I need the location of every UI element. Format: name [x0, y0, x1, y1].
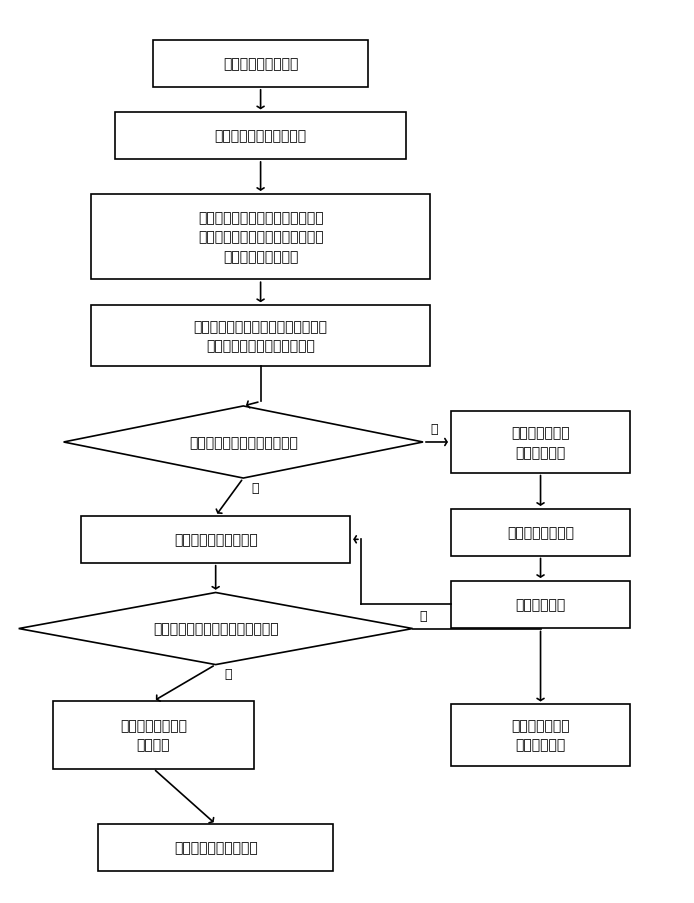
Polygon shape: [19, 593, 413, 665]
Text: 否: 否: [224, 667, 232, 681]
Text: 对电网进行分区分层: 对电网进行分区分层: [223, 58, 298, 71]
Bar: [53, 702, 254, 768]
Bar: [81, 517, 350, 563]
Bar: [450, 704, 630, 766]
Bar: [98, 824, 333, 871]
Text: 是: 是: [430, 423, 437, 435]
Text: 输出越限主变，并
分析原因: 输出越限主变，并 分析原因: [120, 719, 187, 752]
Text: 确定所研究区域及其边界: 确定所研究区域及其边界: [214, 129, 307, 144]
Text: 输出区域电压情况良好: 输出区域电压情况良好: [174, 533, 257, 546]
Text: 输出越限电压: 输出越限电压: [516, 598, 566, 611]
Bar: [115, 113, 406, 160]
Bar: [450, 412, 630, 473]
Bar: [91, 194, 430, 280]
Text: 各主变功率因数是否满足限值规定: 各主变功率因数是否满足限值规定: [153, 622, 278, 636]
Text: 否: 否: [252, 482, 259, 495]
Bar: [450, 582, 630, 628]
Bar: [153, 41, 368, 88]
Polygon shape: [64, 406, 423, 479]
Text: 进行潮流计算，调节无功补偿容量，
将区域电网边界调至边界条件: 进行潮流计算，调节无功补偿容量， 将区域电网边界调至边界条件: [194, 320, 328, 353]
Text: 分析越限原因，
进行电压微调: 分析越限原因， 进行电压微调: [511, 426, 570, 460]
Text: 区域内电压是否存在越限情况: 区域内电压是否存在越限情况: [189, 435, 298, 450]
Bar: [91, 305, 430, 367]
Text: 输入最大、最小负荷日负荷及发电
机出力，边界条件，无功补偿配置
情况，区域电网限值: 输入最大、最小负荷日负荷及发电 机出力，边界条件，无功补偿配置 情况，区域电网限…: [198, 210, 323, 264]
Bar: [450, 509, 630, 556]
Text: 输出该区域主变
功率因数良好: 输出该区域主变 功率因数良好: [511, 719, 570, 752]
Text: 是: 是: [420, 609, 427, 622]
Text: 重新进行电压计算: 重新进行电压计算: [507, 526, 574, 539]
Text: 针对具体原因调整优化: 针对具体原因调整优化: [174, 841, 257, 854]
